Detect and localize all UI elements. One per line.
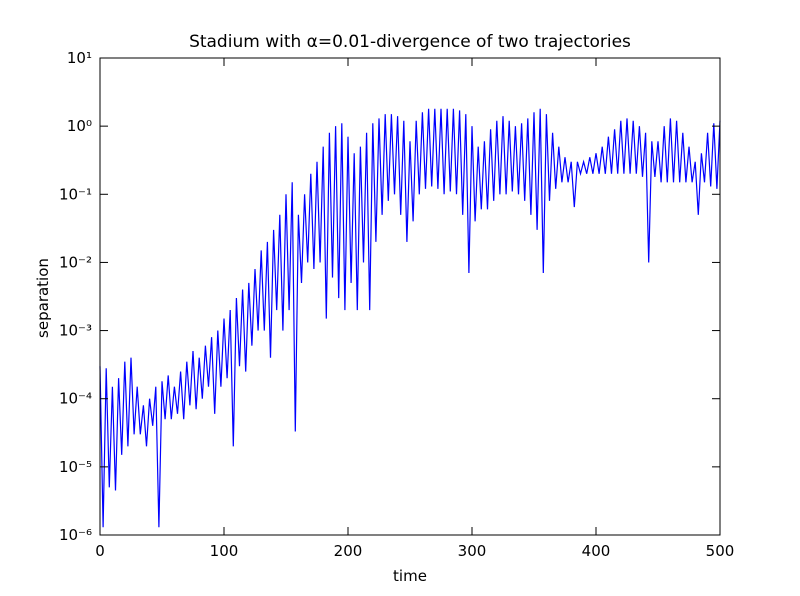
x-tick-label: 300 <box>458 542 487 560</box>
y-tick-label: 10⁻³ <box>59 322 92 340</box>
y-tick-label: 10⁻² <box>59 253 92 271</box>
y-tick-label: 10⁰ <box>67 117 92 135</box>
y-tick-label: 10⁻⁴ <box>59 390 92 408</box>
y-axis-label: separation <box>34 258 52 338</box>
y-tick-label: 10⁻⁵ <box>59 458 92 476</box>
y-tick-label: 10⁻¹ <box>59 185 92 203</box>
x-tick-label: 200 <box>334 542 363 560</box>
chart-title: Stadium with α=0.01-divergence of two tr… <box>189 32 631 52</box>
plot-frame <box>99 57 721 536</box>
x-tick-label: 500 <box>706 542 735 560</box>
y-tick-label: 10¹ <box>67 49 92 67</box>
x-tick-label: 400 <box>582 542 611 560</box>
data-line <box>99 108 721 528</box>
y-tick-label: 10⁻⁶ <box>59 526 92 544</box>
x-tick-label: 100 <box>210 542 239 560</box>
x-axis-label: time <box>393 567 427 585</box>
x-tick-label: 0 <box>95 542 105 560</box>
